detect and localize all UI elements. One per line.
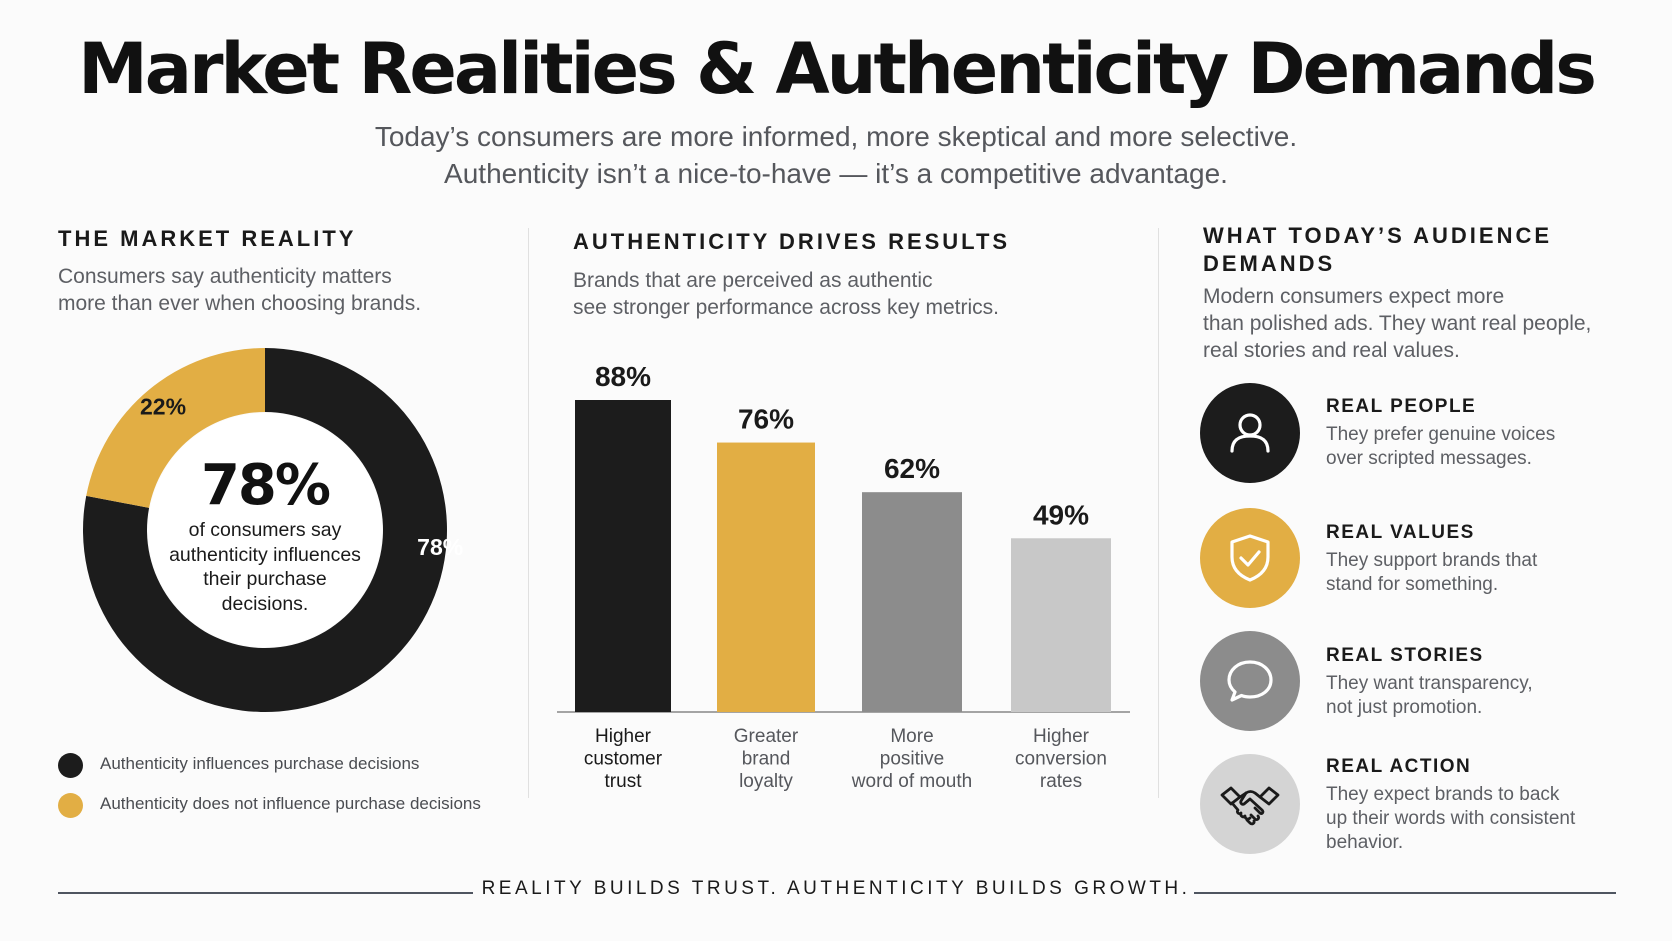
subtitle-line-1: Today’s consumers are more informed, mor… bbox=[374, 121, 1298, 152]
market-reality-description: Consumers say authenticity matters more … bbox=[58, 263, 421, 317]
bar-category-label: More bbox=[890, 726, 933, 747]
bar-value-label: 62% bbox=[884, 453, 940, 484]
audience-desc-line-2: than polished ads. They want real people… bbox=[1203, 312, 1592, 335]
donut-caption-line-4: decisions. bbox=[221, 592, 309, 615]
real-people-title: REAL PEOPLE bbox=[1326, 396, 1477, 417]
donut-center-caption: of consumers say authenticity influences… bbox=[150, 518, 380, 616]
column-divider-left bbox=[528, 228, 529, 798]
bar bbox=[1011, 538, 1111, 712]
bar-category-label: conversion bbox=[1015, 749, 1107, 770]
donut-caption-line-3: their purchase bbox=[203, 568, 327, 590]
bar-category-label: loyalty bbox=[739, 771, 793, 792]
person-icon bbox=[1230, 413, 1270, 453]
bar bbox=[717, 442, 815, 712]
speech-bubble-icon bbox=[1227, 660, 1273, 702]
legend-swatch-gold bbox=[58, 793, 83, 818]
handshake-icon bbox=[1220, 786, 1280, 826]
real-stories-desc-line-2: not just promotion. bbox=[1326, 697, 1483, 718]
real-stories-desc-line-1: They want transparency, bbox=[1326, 673, 1533, 694]
shield-check-icon bbox=[1230, 534, 1270, 582]
drives-results-description: Brands that are perceived as authentic s… bbox=[573, 267, 999, 321]
real-values-description: They support brands that stand for somet… bbox=[1326, 549, 1626, 597]
donut-hole bbox=[148, 413, 382, 647]
real-action-circle bbox=[1200, 754, 1300, 854]
bar-chart: 88%Highercustomertrust76%Greaterbrandloy… bbox=[557, 361, 1130, 792]
real-stories-circle bbox=[1200, 631, 1300, 731]
real-people-circle bbox=[1200, 383, 1300, 483]
drives-results-desc-line-1: Brands that are perceived as authentic bbox=[573, 269, 933, 292]
bar-value-label: 88% bbox=[595, 361, 651, 392]
donut-caption-line-1: of consumers say bbox=[188, 519, 342, 541]
subtitle-line-2: Authenticity isn’t a nice-to-have — it’s… bbox=[444, 158, 1228, 189]
donut-slice-label: 22% bbox=[140, 394, 186, 420]
audience-desc-line-3: real stories and real values. bbox=[1203, 339, 1460, 362]
real-action-description: They expect brands to back up their word… bbox=[1326, 783, 1626, 855]
real-action-desc-line-3: behavior. bbox=[1326, 832, 1404, 853]
audience-demands-description: Modern consumers expect more than polish… bbox=[1203, 283, 1591, 364]
donut-slice bbox=[86, 348, 265, 508]
real-values-desc-line-2: stand for something. bbox=[1326, 574, 1499, 595]
real-action-desc-line-1: They expect brands to back bbox=[1326, 784, 1560, 805]
drives-results-desc-line-2: see stronger performance across key metr… bbox=[573, 296, 999, 319]
audience-heading-line-2: DEMANDS bbox=[1203, 251, 1336, 276]
market-reality-heading: THE MARKET REALITY bbox=[58, 226, 357, 251]
audience-heading-line-1: WHAT TODAY’S AUDIENCE bbox=[1203, 223, 1553, 248]
footer-rule-right bbox=[1194, 892, 1616, 894]
page-title: Market Realities & Authenticity Demands bbox=[78, 28, 1597, 110]
real-values-title: REAL VALUES bbox=[1326, 522, 1475, 543]
bar-category-label: Higher bbox=[595, 726, 652, 747]
donut-caption-line-2: authenticity influences bbox=[169, 543, 361, 566]
donut-chart: 78% 22% bbox=[83, 348, 463, 712]
real-people-desc-line-1: They prefer genuine voices bbox=[1326, 424, 1556, 445]
column-divider-right bbox=[1158, 228, 1159, 798]
real-people-desc-line-2: over scripted messages. bbox=[1326, 448, 1532, 469]
drives-results-heading: AUTHENTICITY DRIVES RESULTS bbox=[573, 229, 1011, 254]
audience-demands-heading: WHAT TODAY’S AUDIENCE DEMANDS bbox=[1203, 222, 1552, 278]
donut-slice-label: 78% bbox=[417, 534, 463, 560]
audience-desc-line-1: Modern consumers expect more bbox=[1203, 285, 1505, 308]
bar-category-label: Greater bbox=[734, 726, 799, 747]
real-action-title: REAL ACTION bbox=[1326, 756, 1472, 777]
market-reality-desc-line-2: more than ever when choosing brands. bbox=[58, 292, 422, 315]
bar bbox=[862, 492, 962, 712]
real-people-description: They prefer genuine voices over scripted… bbox=[1326, 423, 1626, 471]
donut-slice bbox=[83, 348, 447, 712]
page-subtitle: Today’s consumers are more informed, mor… bbox=[0, 118, 1672, 192]
real-action-desc-line-2: up their words with consistent bbox=[1326, 808, 1576, 829]
donut-center-value: 78% bbox=[200, 453, 331, 518]
bar bbox=[575, 400, 671, 712]
footer-rule-left bbox=[58, 892, 473, 894]
real-stories-description: They want transparency, not just promoti… bbox=[1326, 672, 1626, 720]
legend-swatch-black bbox=[58, 753, 83, 778]
market-reality-desc-line-1: Consumers say authenticity matters bbox=[58, 265, 392, 288]
real-values-circle bbox=[1200, 508, 1300, 608]
real-values-desc-line-1: They support brands that bbox=[1326, 550, 1538, 571]
bar-value-label: 49% bbox=[1033, 499, 1089, 530]
bar-category-label: customer bbox=[584, 749, 663, 770]
bar-value-label: 76% bbox=[738, 404, 794, 435]
bar-category-label: word of mouth bbox=[851, 771, 972, 792]
real-stories-title: REAL STORIES bbox=[1326, 645, 1484, 666]
bar-category-label: rates bbox=[1040, 771, 1082, 792]
footer-tagline: REALITY BUILDS TRUST. AUTHENTICITY BUILD… bbox=[481, 878, 1191, 899]
bar-category-label: brand bbox=[742, 749, 791, 770]
bar-category-label: trust bbox=[605, 771, 643, 792]
legend-label-not-influences: Authenticity does not influence purchase… bbox=[100, 794, 481, 813]
bar-category-label: Higher bbox=[1033, 726, 1090, 747]
legend-label-influences: Authenticity influences purchase decisio… bbox=[100, 754, 420, 773]
bar-category-label: positive bbox=[880, 749, 944, 770]
